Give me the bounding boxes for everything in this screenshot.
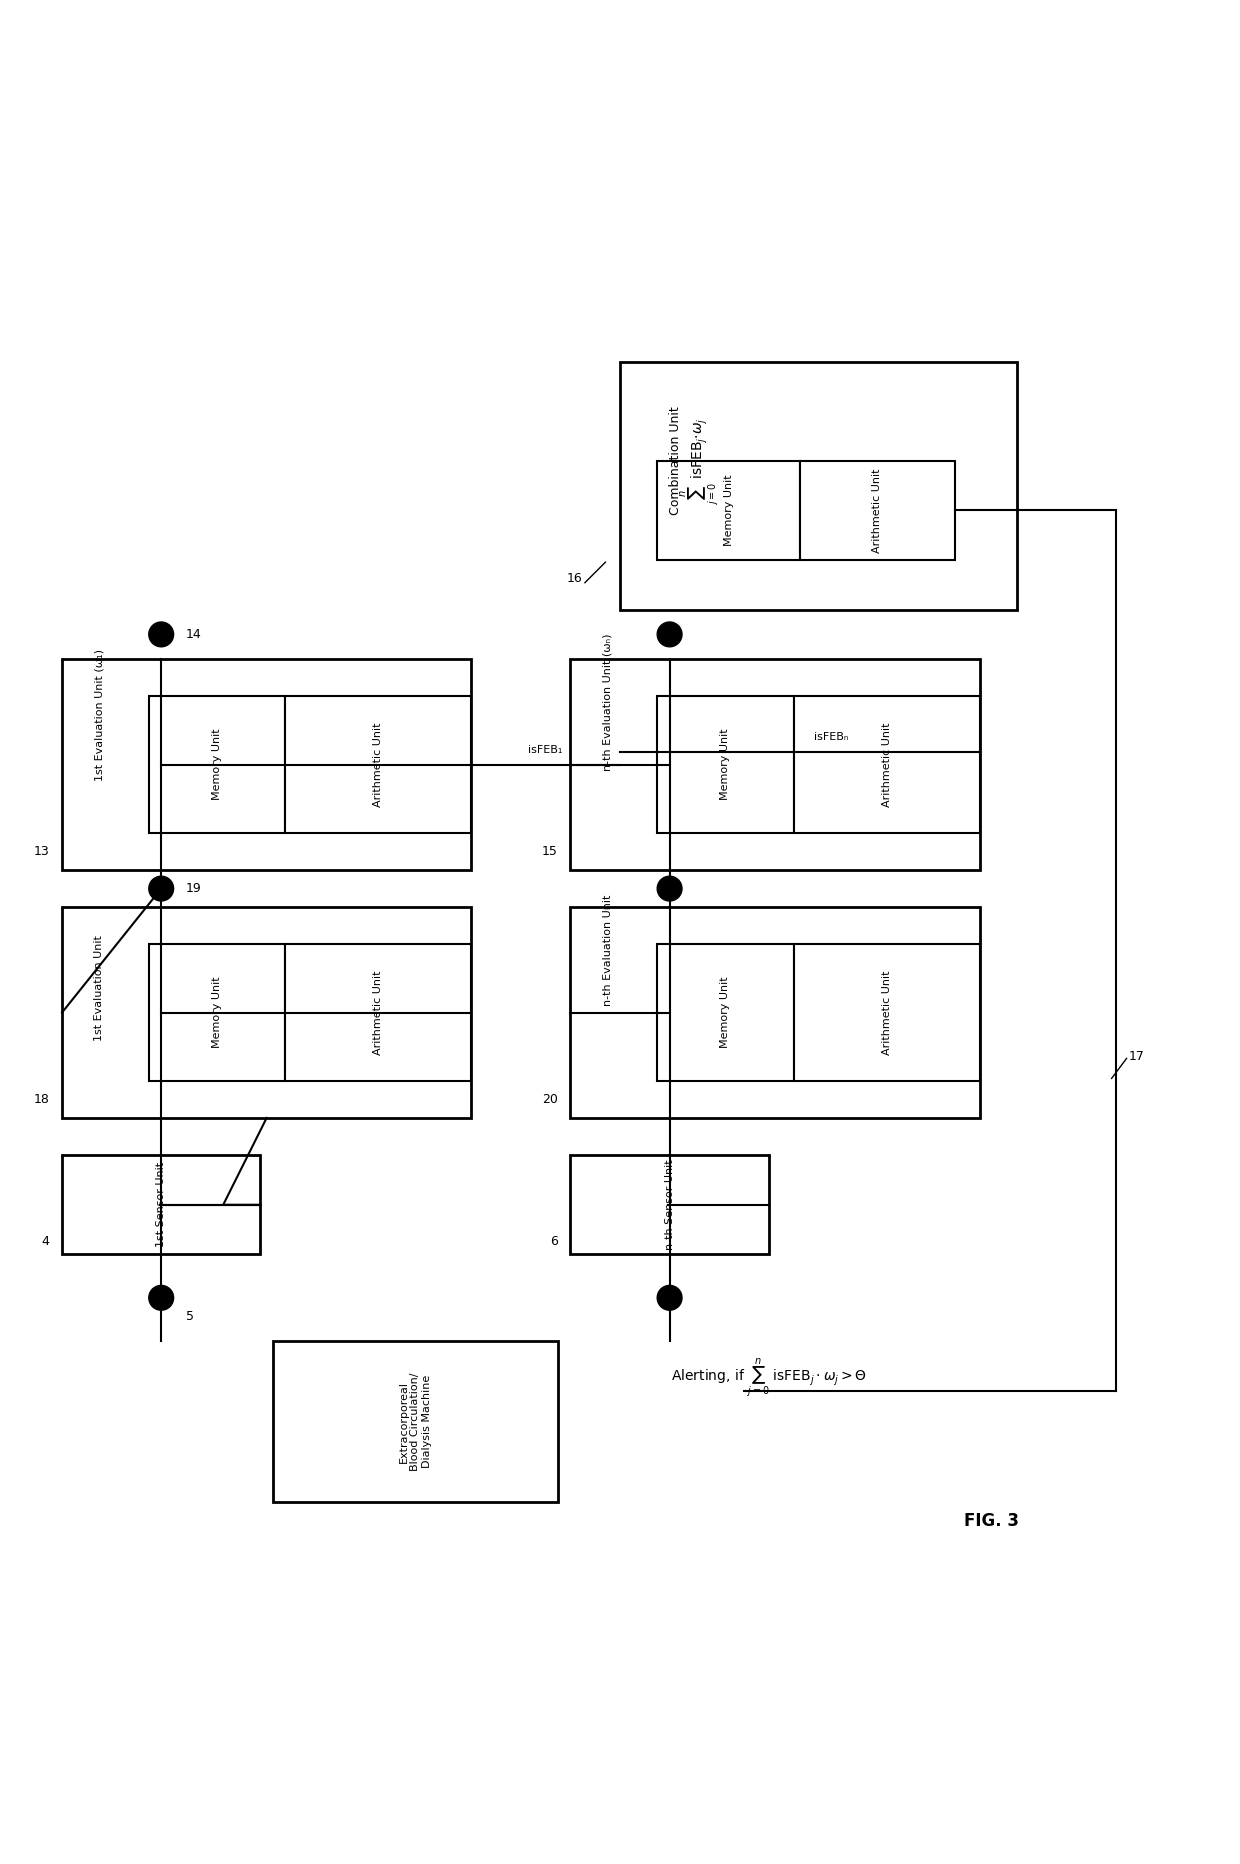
Text: isFEBₙ: isFEBₙ (813, 733, 848, 742)
Text: Memory Unit: Memory Unit (723, 475, 734, 546)
Text: 5: 5 (186, 1310, 193, 1323)
Text: Extracorporeal
Blood Circulation/
Dialysis Machine: Extracorporeal Blood Circulation/ Dialys… (399, 1372, 432, 1471)
FancyBboxPatch shape (285, 945, 471, 1081)
Text: 4: 4 (42, 1236, 50, 1249)
Circle shape (657, 1286, 682, 1310)
Text: Arithmetic Unit: Arithmetic Unit (872, 468, 883, 552)
Circle shape (149, 876, 174, 900)
Text: Memory Unit: Memory Unit (720, 977, 730, 1048)
Circle shape (149, 1286, 174, 1310)
Text: 17: 17 (1128, 1049, 1145, 1062)
FancyBboxPatch shape (620, 362, 1017, 610)
Text: 1st Evaluation Unit (ω₁): 1st Evaluation Unit (ω₁) (94, 649, 104, 781)
Text: n-th Evaluation Unit (ωₙ): n-th Evaluation Unit (ωₙ) (603, 634, 613, 772)
FancyBboxPatch shape (62, 660, 471, 870)
Text: 6: 6 (551, 1236, 558, 1249)
Text: Arithmetic Unit: Arithmetic Unit (373, 723, 383, 807)
FancyBboxPatch shape (570, 1156, 769, 1254)
Text: 19: 19 (186, 882, 202, 895)
Text: n-th Sensor Unit: n-th Sensor Unit (665, 1159, 675, 1251)
FancyBboxPatch shape (794, 945, 980, 1081)
FancyBboxPatch shape (273, 1342, 558, 1502)
Text: isFEB₁: isFEB₁ (528, 746, 563, 755)
Text: Memory Unit: Memory Unit (212, 977, 222, 1048)
FancyBboxPatch shape (800, 460, 955, 559)
Text: 20: 20 (542, 1092, 558, 1105)
Text: 18: 18 (33, 1092, 50, 1105)
Text: Alerting, if $\sum_{j=0}^{n}$ isFEB$_j \cdot \omega_j > \Theta$: Alerting, if $\sum_{j=0}^{n}$ isFEB$_j \… (671, 1357, 867, 1400)
Text: Memory Unit: Memory Unit (720, 729, 730, 800)
FancyBboxPatch shape (62, 908, 471, 1118)
FancyBboxPatch shape (570, 660, 980, 870)
Text: Memory Unit: Memory Unit (212, 729, 222, 800)
FancyBboxPatch shape (657, 460, 800, 559)
Text: Arithmetic Unit: Arithmetic Unit (882, 971, 892, 1055)
FancyBboxPatch shape (62, 1156, 260, 1254)
Text: 13: 13 (33, 844, 50, 857)
Text: 1st Sensor Unit: 1st Sensor Unit (156, 1163, 166, 1247)
Text: $\sum_{j=0}^{n}$ isFEB$_j$$\cdot\omega_j$: $\sum_{j=0}^{n}$ isFEB$_j$$\cdot\omega_j… (680, 418, 722, 505)
FancyBboxPatch shape (657, 945, 794, 1081)
Text: n-th Evaluation Unit: n-th Evaluation Unit (603, 895, 613, 1007)
Circle shape (657, 623, 682, 647)
FancyBboxPatch shape (657, 697, 794, 833)
Circle shape (657, 876, 682, 900)
Text: 1st Evaluation Unit: 1st Evaluation Unit (94, 936, 104, 1040)
Text: 16: 16 (567, 572, 583, 585)
FancyBboxPatch shape (794, 697, 980, 833)
FancyBboxPatch shape (149, 697, 285, 833)
Text: Combination Unit: Combination Unit (670, 406, 682, 514)
Text: FIG. 3: FIG. 3 (965, 1512, 1019, 1530)
Text: 14: 14 (186, 628, 202, 641)
FancyBboxPatch shape (570, 908, 980, 1118)
Text: Arithmetic Unit: Arithmetic Unit (373, 971, 383, 1055)
Text: 15: 15 (542, 844, 558, 857)
FancyBboxPatch shape (285, 697, 471, 833)
Text: Arithmetic Unit: Arithmetic Unit (882, 723, 892, 807)
FancyBboxPatch shape (149, 945, 285, 1081)
Circle shape (149, 623, 174, 647)
